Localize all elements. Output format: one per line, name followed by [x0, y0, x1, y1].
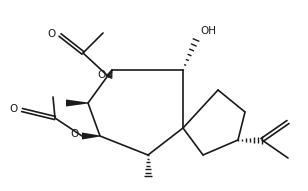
Polygon shape	[66, 100, 88, 107]
Polygon shape	[82, 133, 100, 139]
Text: O: O	[98, 70, 106, 80]
Text: O: O	[10, 104, 18, 114]
Text: O: O	[71, 129, 79, 139]
Text: O: O	[48, 29, 56, 39]
Text: OH: OH	[200, 26, 216, 36]
